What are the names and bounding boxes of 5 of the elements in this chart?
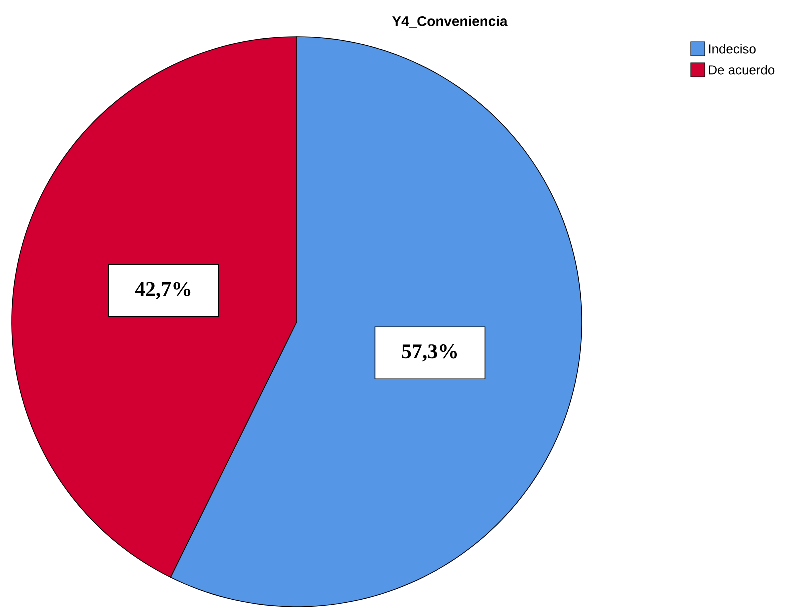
legend-label: Indeciso [709, 44, 756, 54]
chart-title: Y4_Conveniencia [392, 16, 508, 28]
data-label: 57,3% [402, 344, 458, 362]
legend-label: De acuerdo [709, 65, 775, 75]
data-label: 42,7% [135, 282, 191, 300]
